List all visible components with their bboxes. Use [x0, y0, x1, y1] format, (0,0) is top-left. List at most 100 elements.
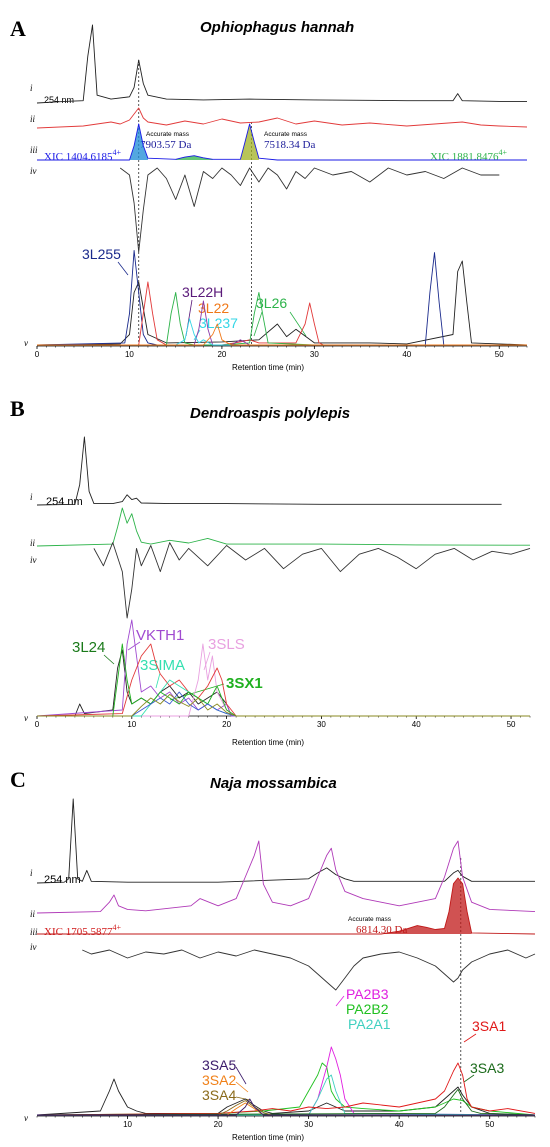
panel-a-xlabel: Retention time (min) [232, 363, 304, 372]
panel-0-series-v-cyan [37, 318, 527, 346]
panel-0-series-v-red [37, 281, 527, 346]
panel-a-uv-label: 254 nm [44, 95, 74, 105]
panel-2-series-iii [37, 877, 536, 935]
panel-0-series-iv [119, 167, 500, 253]
panel-0-series-iii [37, 123, 527, 161]
panel-2-series-v-magenta [37, 1046, 536, 1116]
panel-c-leader-3SA5 [235, 1066, 247, 1085]
panel-a-accurate-mass-1-label: Accurate mass [146, 131, 190, 138]
panel-a-accurate-mass-2-label: Accurate mass [264, 131, 308, 138]
panel-c-letter: C [10, 767, 26, 792]
panel-b-trace-label-iv: iv [30, 555, 37, 565]
panel-a-xic-1: XIC 1404.61854+ [44, 148, 121, 163]
panel-a-toxin-3L237: 3L237 [199, 315, 238, 331]
panel-c-uv-label: 254 nm [44, 874, 81, 886]
panel-a-toxin-3L22H: 3L22H [182, 284, 223, 300]
panel-2-series-v-green [36, 1062, 536, 1116]
panel-b: B Dendroaspis polylepis i ii iv v 254 nm… [10, 396, 350, 747]
panel-a-trace-label-iv: iv [30, 166, 37, 176]
panel-2-series-iv [82, 949, 536, 991]
panel-a-toxin-3L26: 3L26 [256, 295, 287, 311]
panel-c-toxin-3SA5: 3SA5 [202, 1057, 236, 1073]
panel-2-x-tick-label-40: 40 [395, 1120, 404, 1129]
panel-1-series-v-red [36, 643, 530, 717]
panel-c: C Naja mossambica i ii iii iv v 254 nm X… [10, 767, 506, 1142]
panel-1-x-tick-label-0: 0 [35, 720, 40, 729]
panel-1-series-v-pink [37, 643, 530, 717]
panel-1-x-tick-label-10: 10 [127, 720, 136, 729]
panel-a-accurate-mass-2-value: 7518.34 Da [264, 139, 315, 151]
panel-0-series-ii [36, 107, 528, 129]
panel-2-x-tick-label-50: 50 [485, 1120, 494, 1129]
panel-a-leader-3L255 [117, 261, 129, 276]
panel-b-uv-label: 254 nm [46, 496, 83, 508]
panel-a-toxin-3L255: 3L255 [82, 246, 121, 262]
panel-b-toxin-3SX1: 3SX1 [226, 675, 263, 692]
panel-a-title: Ophiophagus hannah [200, 19, 354, 36]
panel-2-series-i [36, 798, 535, 884]
panel-2-series-v-indigo [37, 1098, 535, 1116]
panel-0-peak-fill-iii-0 [129, 124, 148, 160]
panel-2-series-v-brown [37, 1100, 535, 1116]
panel-1-x-tick-label-20: 20 [222, 720, 231, 729]
panel-b-toxin-3SLS: 3SLS [208, 636, 245, 653]
panel-2-series-ii [36, 840, 536, 914]
panel-0-peak-fill-iii-2 [175, 155, 213, 160]
panel-0-x-tick-label-10: 10 [125, 350, 134, 359]
panel-c-trace-label-ii: ii [30, 909, 36, 919]
panel-c-leader-3SA1 [463, 1033, 477, 1043]
panel-2-peak-fill-iii-0 [381, 878, 472, 934]
panel-c-accurate-mass-label: Accurate mass [348, 916, 392, 923]
panel-1-series-v-blue [37, 691, 530, 717]
panel-a: A Ophiophagus hannah i ii iii iv v 254 n… [10, 16, 507, 372]
panel-b-toxin-VKTH1: VKTH1 [136, 627, 184, 644]
panel-0-x-tick-label-40: 40 [402, 350, 411, 359]
panel-c-toxin-PA2B3: PA2B3 [346, 986, 389, 1002]
panel-c-toxin-PA2A1: PA2A1 [348, 1016, 391, 1032]
panel-0-peak-fill-iii-1 [240, 124, 259, 160]
panel-c-leader-3SA4 [235, 1096, 251, 1101]
panel-1-series-iv [93, 542, 531, 619]
panel-1-series-ii [36, 507, 530, 547]
panel-0-series-i [36, 24, 527, 104]
panel-c-trace-label-iv: iv [30, 942, 37, 952]
panel-2-series-v-teal [37, 1074, 536, 1116]
panel-c-trace-label-i: i [30, 868, 33, 878]
panel-a-toxin-3L22: 3L22 [198, 300, 229, 316]
panel-a-trace-label-v: v [24, 338, 28, 348]
panel-1-x-tick-label-40: 40 [412, 720, 421, 729]
panel-1-x-tick-label-30: 30 [317, 720, 326, 729]
panel-2-series-v-orange [37, 1102, 535, 1116]
panel-b-trace-label-i: i [30, 492, 33, 502]
panel-c-xic-1: XIC 1705.58774+ [44, 923, 121, 938]
panel-a-accurate-mass-1-value: 7903.57 Da [140, 139, 191, 151]
panel-0-series-v-orange [37, 323, 527, 346]
panel-c-leader-PA2B3 [335, 995, 345, 1007]
panel-2-x-tick-label-20: 20 [214, 1120, 223, 1129]
panel-0-x-tick-label-20: 20 [217, 350, 226, 359]
panel-b-toxin-3SIMA: 3SIMA [140, 657, 185, 674]
panel-a-leader-3L26 [253, 311, 263, 337]
panel-a-letter: A [10, 16, 26, 41]
panel-c-trace-label-iii: iii [30, 927, 38, 937]
panel-b-toxin-3L24: 3L24 [72, 639, 105, 656]
panel-2-series-v-darkgreen [36, 1088, 536, 1116]
panel-2-series-v-red [36, 1062, 536, 1116]
panel-a-leader-3L26-b [289, 311, 307, 337]
panel-1-x-tick-label-50: 50 [507, 720, 516, 729]
panel-c-xlabel: Retention time (min) [232, 1133, 304, 1142]
panel-b-trace-label-ii: ii [30, 538, 36, 548]
panel-1-series-i [36, 436, 502, 506]
panel-a-trace-label-iii: iii [30, 145, 38, 155]
panel-b-leader-3SLS [203, 651, 211, 671]
panel-2-x-tick-label-10: 10 [123, 1120, 132, 1129]
panel-c-title: Naja mossambica [210, 775, 337, 792]
panel-b-trace-label-v: v [24, 713, 28, 723]
panel-1-series-v-purple [36, 619, 530, 717]
panel-c-toxin-3SA1: 3SA1 [472, 1018, 506, 1034]
panel-c-leader-3SA3 [463, 1074, 475, 1083]
panel-c-toxin-PA2B2: PA2B2 [346, 1001, 389, 1017]
panel-c-leader-3SA2 [235, 1081, 249, 1093]
panel-a-xic-2: XIC 1881.84764+ [430, 148, 507, 163]
panel-0-x-tick-label-50: 50 [495, 350, 504, 359]
